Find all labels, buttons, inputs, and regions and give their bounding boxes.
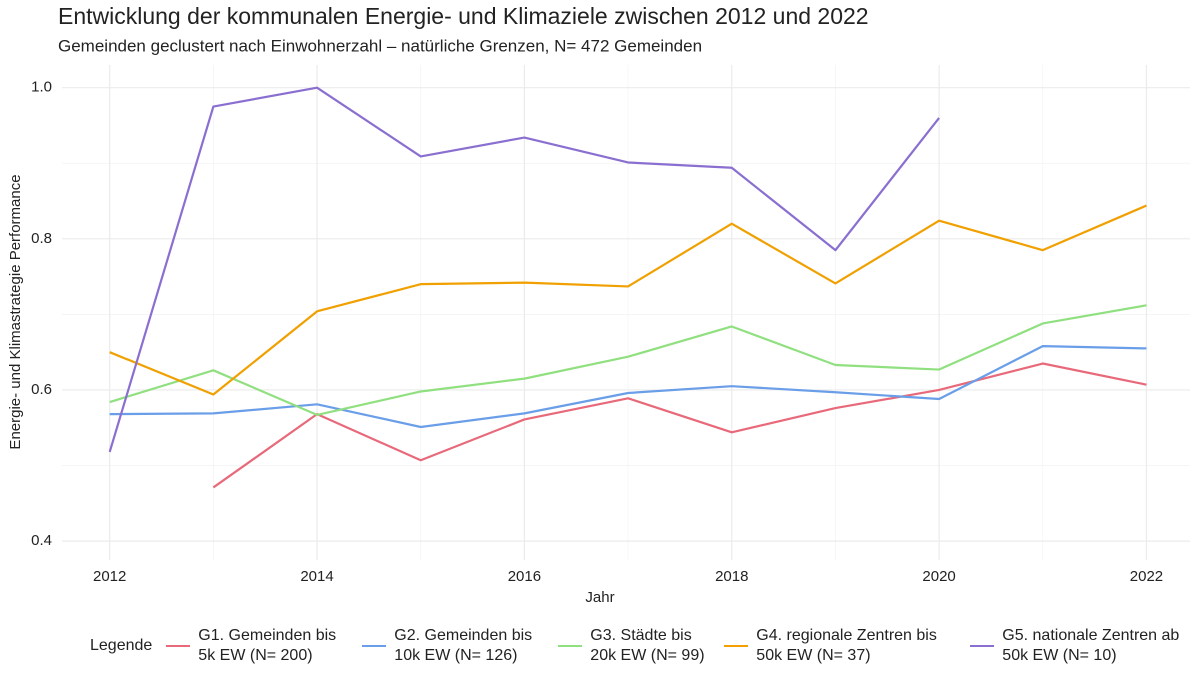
- y-tick-label: 0.4: [31, 532, 52, 549]
- y-tick-label: 0.6: [31, 381, 52, 398]
- legend-title: Legende: [90, 637, 153, 654]
- grid: [62, 65, 1190, 560]
- legend-key: [166, 645, 191, 647]
- series-line: [212, 362, 1147, 489]
- series-line: [109, 204, 1147, 396]
- legend-label: G3. Städte bis 20k EW (N= 99): [590, 627, 705, 664]
- legend-label: G4. regionale Zentren bis 50k EW (N= 37): [756, 627, 937, 664]
- legend-item: G3. Städte bis 20k EW (N= 99): [558, 626, 710, 666]
- series-line: [109, 345, 1147, 429]
- legend-label: G2. Gemeinden bis 10k EW (N= 126): [394, 627, 533, 664]
- y-axis-label: Energie- und Klimastrategie Performance: [7, 174, 24, 449]
- legend-item: G4. regionale Zentren bis 50k EW (N= 37): [724, 626, 956, 666]
- legend-item: G5. nationale Zentren ab 50k EW (N= 10): [970, 626, 1182, 666]
- x-tick-label: 2022: [1130, 568, 1163, 585]
- x-tick-label: 2016: [508, 568, 541, 585]
- legend-label: G1. Gemeinden bis 5k EW (N= 200): [198, 627, 337, 664]
- chart-title: Entwicklung der kommunalen Energie- und …: [58, 3, 869, 29]
- series-line: [108, 86, 940, 453]
- y-tick-label: 1.0: [31, 79, 52, 96]
- series-line: [109, 304, 1147, 417]
- legend-label: G5. nationale Zentren ab 50k EW (N= 10): [1002, 627, 1180, 664]
- legend-key: [558, 645, 583, 647]
- legend-key: [362, 645, 387, 647]
- x-tick-label: 2014: [300, 568, 333, 585]
- legend-key: [970, 645, 995, 647]
- y-tick-label: 0.8: [31, 230, 52, 247]
- x-tick-label: 2012: [93, 568, 126, 585]
- legend: Legende G1. Gemeinden bis 5k EW (N= 200)…: [90, 626, 1182, 666]
- legend-item: G2. Gemeinden bis 10k EW (N= 126): [362, 626, 544, 666]
- legend-item: G1. Gemeinden bis 5k EW (N= 200): [166, 626, 348, 666]
- chart: Entwicklung der kommunalen Energie- und …: [7, 3, 1190, 606]
- x-axis-label: Jahr: [585, 589, 614, 606]
- chart-subtitle: Gemeinden geclustert nach Einwohnerzahl …: [58, 36, 702, 55]
- x-tick-label: 2018: [715, 568, 748, 585]
- x-tick-label: 2020: [922, 568, 955, 585]
- legend-key: [724, 645, 749, 647]
